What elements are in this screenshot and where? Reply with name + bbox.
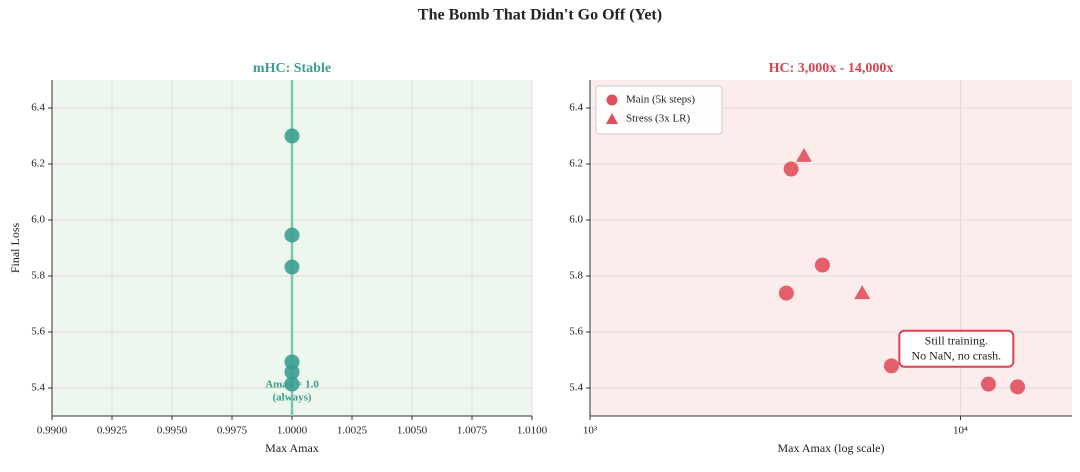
panel-title: mHC: Stable bbox=[253, 61, 331, 76]
y-tick-label: 5.4 bbox=[31, 382, 45, 394]
y-tick-label: 5.6 bbox=[31, 326, 45, 338]
legend-label: Main (5k steps) bbox=[626, 94, 695, 106]
y-tick-label: 5.8 bbox=[31, 270, 45, 282]
point bbox=[795, 147, 812, 162]
y-tick-label: 5.6 bbox=[569, 326, 583, 338]
annotation: Amax = 1.0 bbox=[265, 379, 319, 391]
point bbox=[883, 358, 899, 374]
y-tick-label: 6.2 bbox=[31, 158, 45, 170]
point bbox=[778, 285, 794, 301]
x-tick-label: 0.9900 bbox=[37, 425, 68, 437]
y-tick-label: 5.4 bbox=[569, 382, 583, 394]
point bbox=[980, 376, 996, 392]
x-tick-label: 0.9925 bbox=[97, 425, 128, 437]
legend-box bbox=[595, 85, 723, 135]
x-tick-label: 0.9975 bbox=[217, 425, 248, 437]
annotation: (always) bbox=[272, 392, 311, 404]
x-tick-label: 1.0050 bbox=[397, 425, 428, 437]
legend-marker bbox=[606, 113, 618, 124]
x-axis-label: Max Amax (log scale) bbox=[778, 441, 885, 455]
panel-title: HC: 3,000x - 14,000x bbox=[769, 61, 894, 76]
y-tick-label: 6.2 bbox=[569, 158, 583, 170]
x-tick-label: 10⁴ bbox=[953, 425, 968, 437]
annotation-box bbox=[898, 329, 1015, 368]
point bbox=[783, 161, 799, 177]
y-tick-label: 5.8 bbox=[569, 270, 583, 282]
y-tick-label: 6.0 bbox=[569, 214, 583, 226]
x-tick-label: 10³ bbox=[583, 425, 598, 437]
y-tick-label: 6.0 bbox=[31, 214, 45, 226]
point bbox=[284, 259, 300, 275]
legend-label: Stress (3x LR) bbox=[626, 113, 691, 125]
figure-title: The Bomb That Didn't Go Off (Yet) bbox=[418, 7, 662, 24]
annotation: No NaN, no crash. bbox=[911, 349, 1001, 363]
point bbox=[854, 285, 871, 300]
y-tick-label: 6.4 bbox=[569, 102, 583, 114]
legend-marker bbox=[606, 94, 618, 106]
y-axis-label: Final Loss bbox=[8, 223, 22, 274]
x-axis-label: Max Amax bbox=[265, 441, 319, 455]
point bbox=[284, 364, 300, 380]
y-tick-label: 6.4 bbox=[31, 102, 45, 114]
point bbox=[814, 257, 830, 273]
point bbox=[284, 376, 300, 392]
x-tick-label: 0.9950 bbox=[157, 425, 188, 437]
x-tick-label: 1.0025 bbox=[337, 425, 368, 437]
x-tick-label: 1.0100 bbox=[517, 425, 548, 437]
point bbox=[284, 227, 300, 243]
point bbox=[284, 128, 300, 144]
point bbox=[1010, 379, 1026, 395]
x-tick-label: 1.0075 bbox=[457, 425, 488, 437]
x-tick-label: 1.0000 bbox=[277, 425, 308, 437]
annotation: Still training. bbox=[925, 334, 988, 348]
